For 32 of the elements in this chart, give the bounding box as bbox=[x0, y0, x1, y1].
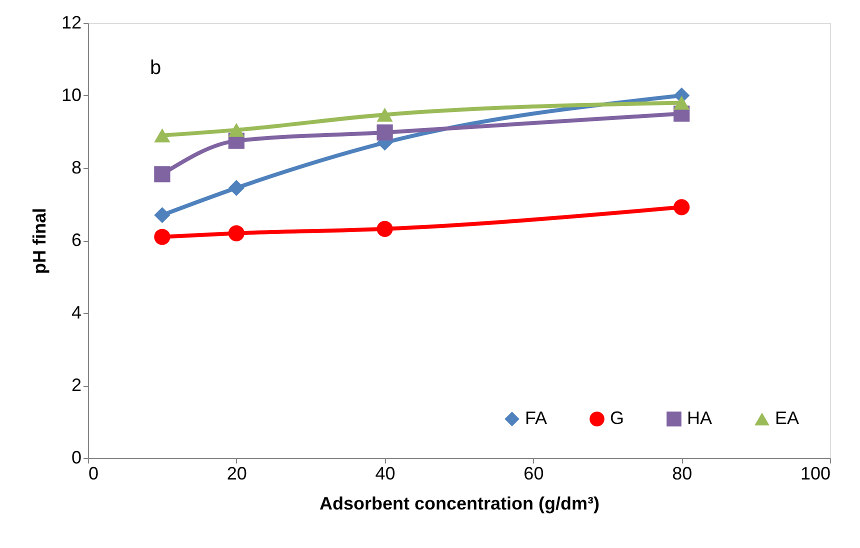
y-tick-label: 6 bbox=[71, 230, 82, 250]
legend-label: EA bbox=[775, 408, 800, 428]
point bbox=[674, 96, 690, 110]
y-tick-label: 4 bbox=[71, 302, 82, 322]
y-tick-label: 8 bbox=[71, 158, 82, 178]
x-tick-label: 80 bbox=[672, 464, 692, 484]
point bbox=[376, 124, 393, 141]
point bbox=[154, 166, 170, 182]
point bbox=[376, 220, 393, 237]
y-tick-label: 12 bbox=[61, 12, 82, 32]
point bbox=[228, 180, 244, 196]
y-tick-label: 10 bbox=[61, 85, 82, 105]
x-tick-label: 20 bbox=[226, 464, 247, 484]
point bbox=[154, 128, 170, 142]
annotation: b bbox=[150, 57, 162, 79]
point bbox=[674, 199, 690, 216]
x-tick-label: 60 bbox=[524, 464, 544, 484]
legend-label: G bbox=[610, 408, 624, 428]
legend-label: FA bbox=[525, 408, 548, 428]
y-tick-label: 2 bbox=[71, 375, 82, 395]
x-tick-label: 0 bbox=[88, 464, 99, 484]
y-axis-title: pH final bbox=[29, 208, 50, 274]
x-axis-title: Adsorbent concentration (g/dm³) bbox=[320, 494, 600, 514]
point bbox=[376, 108, 393, 122]
point bbox=[228, 122, 244, 137]
point bbox=[154, 228, 170, 245]
x-tick-label: 40 bbox=[375, 464, 396, 484]
legend-label: HA bbox=[687, 408, 712, 428]
point bbox=[228, 225, 244, 242]
x-tick-label: 100 bbox=[800, 464, 830, 484]
y-tick-label: 0 bbox=[71, 448, 82, 468]
point bbox=[154, 207, 170, 224]
